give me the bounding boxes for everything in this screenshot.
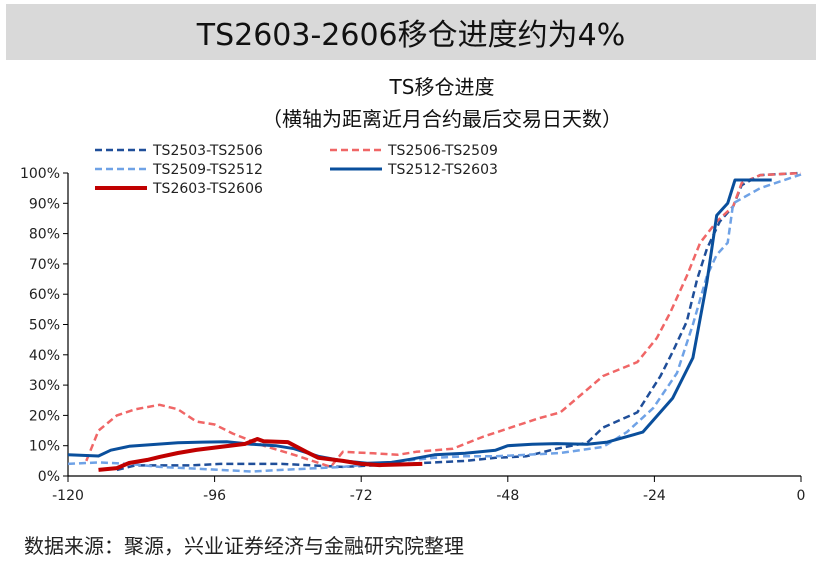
y-tick-label: 80% bbox=[29, 227, 60, 243]
y-tick-label: 10% bbox=[29, 439, 60, 455]
legend-label: TS2509-TS2512 bbox=[152, 162, 263, 178]
y-tick-label: 50% bbox=[29, 318, 60, 334]
x-tick-label: -120 bbox=[52, 488, 84, 504]
y-tick-label: 60% bbox=[29, 287, 60, 303]
y-tick-label: 100% bbox=[20, 166, 60, 182]
y-tick-label: 90% bbox=[29, 196, 60, 212]
series-line-ts2512-ts2603 bbox=[67, 178, 772, 465]
legend-label: TS2603-TS2606 bbox=[152, 181, 263, 197]
source-note: 数据来源：聚源，兴业证券经济与金融研究院整理 bbox=[24, 534, 464, 558]
series-line-ts2509-ts2512 bbox=[67, 173, 802, 473]
y-tick-label: 0% bbox=[38, 469, 60, 485]
chart-title: TS移仓进度 bbox=[389, 75, 495, 99]
banner-title: TS2603-2606移仓进度约为4% bbox=[6, 4, 816, 60]
y-tick-label: 20% bbox=[29, 408, 60, 424]
x-tick-label: -48 bbox=[496, 488, 519, 504]
chart-subtitle: （横轴为距离近月合约最后交易日天数） bbox=[262, 107, 622, 131]
line-chart: TS移仓进度 （横轴为距离近月合约最后交易日天数） 0% 10% 20% 30% 40%… bbox=[20, 75, 806, 504]
series-line-ts2506-ts2509 bbox=[85, 171, 802, 469]
legend-label: TS2512-TS2603 bbox=[387, 162, 498, 178]
legend-label: TS2506-TS2509 bbox=[387, 143, 498, 159]
x-tick-label: -72 bbox=[350, 488, 373, 504]
y-tick-label: 40% bbox=[29, 348, 60, 364]
legend-label: TS2503-TS2506 bbox=[152, 143, 263, 159]
x-tick-label: 0 bbox=[797, 488, 806, 504]
x-tick-label: -24 bbox=[643, 488, 666, 504]
y-tick-label: 70% bbox=[29, 257, 60, 273]
y-tick-label: 30% bbox=[29, 378, 60, 394]
x-tick-label: -96 bbox=[203, 488, 226, 504]
series-line-ts2603-ts2606 bbox=[98, 437, 423, 472]
